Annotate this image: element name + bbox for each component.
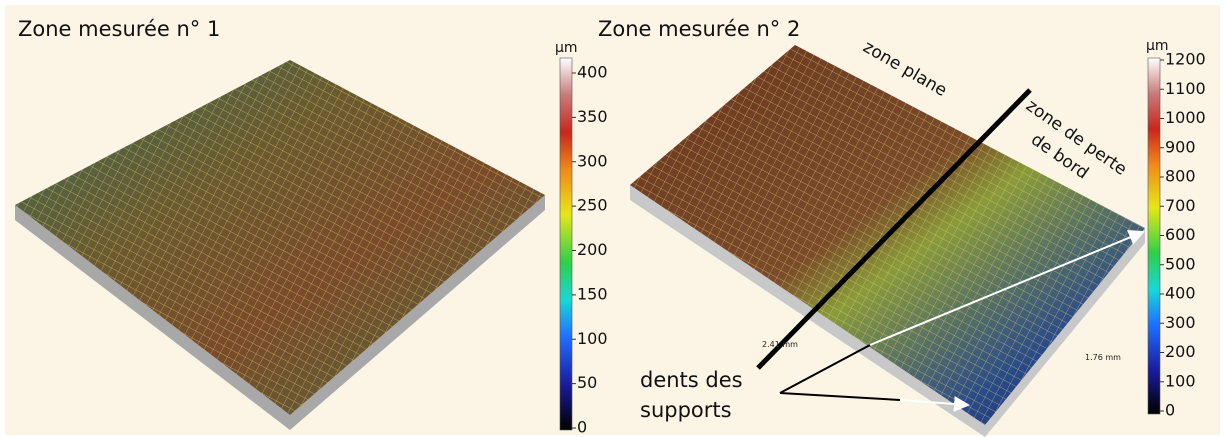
tick-label: 150 [577, 284, 608, 303]
tick-label: 400 [1165, 284, 1196, 303]
tick-label: 0 [577, 418, 587, 437]
tick-label: 400 [577, 63, 608, 82]
measure: 1.76 mm [1085, 353, 1121, 362]
pointer [779, 344, 871, 394]
tick-label: 300 [577, 151, 608, 170]
tick-label: 900 [1165, 137, 1196, 156]
tick-label: 350 [577, 107, 608, 126]
panel-title: Zone mesurée n° 2 [598, 17, 800, 41]
tick-label: 0 [1165, 401, 1175, 420]
tick-label: 1100 [1165, 79, 1206, 98]
tick-label: 100 [1165, 371, 1196, 390]
tick-label: 200 [1165, 342, 1196, 361]
colorbar [559, 57, 573, 431]
arrow [869, 229, 1145, 346]
measure: 2.41 mm [762, 340, 798, 349]
tick-label: 200 [577, 240, 608, 259]
tick-label: 700 [1165, 196, 1196, 215]
tick-label: 1000 [1165, 108, 1206, 127]
tick-label: 50 [577, 373, 597, 392]
colorbar [1147, 57, 1161, 415]
panel-title: Zone mesurée n° 1 [18, 17, 220, 41]
tick-label: 800 [1165, 167, 1196, 186]
tick-label: 100 [577, 329, 608, 348]
surface-mesh [15, 60, 545, 415]
annotation: dents des [640, 368, 743, 392]
tick-label: 500 [1165, 254, 1196, 273]
tick-label: 300 [1165, 313, 1196, 332]
tick-label: 250 [577, 196, 608, 215]
unit: µm [555, 40, 578, 56]
pointer [779, 392, 901, 401]
unit: µm [1146, 38, 1169, 54]
arrow [899, 395, 970, 412]
annotation: supports [640, 398, 732, 422]
divider [756, 88, 1032, 370]
tick-label: 1200 [1165, 50, 1206, 69]
tick-label: 600 [1165, 225, 1196, 244]
